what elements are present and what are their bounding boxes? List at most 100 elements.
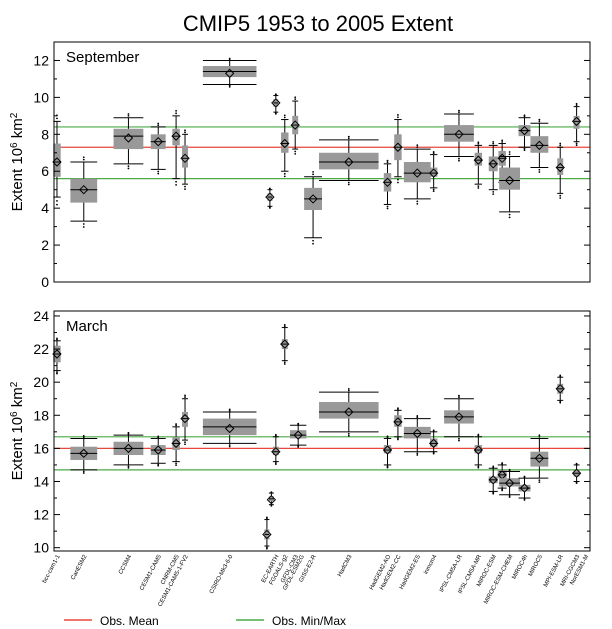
mean-marker [271,446,281,457]
outlier-dot [347,135,350,138]
mean-marker [280,138,290,149]
outlier-dot [175,424,177,427]
outlier-dot [82,158,85,161]
outlier-dot [268,187,271,190]
y-tick-label: 2 [41,237,49,253]
iqr-box [444,125,474,142]
box-9 [271,93,281,115]
outlier-dot [416,203,419,205]
y-tick-label: 8 [41,126,49,142]
outlier-dot [432,190,435,193]
outlier-dot [458,394,460,397]
mean-marker [280,339,290,349]
outlier-dot [347,388,350,390]
outlier-dot [266,516,268,519]
outlier-dot [347,389,350,392]
outlier-dot [347,434,350,437]
iqr-box [497,469,507,479]
mean-marker [382,445,393,455]
outlier-dot [312,242,314,245]
box-6 [180,129,190,191]
mean-marker [266,494,277,505]
x-tick-label: CCSM4 [118,554,133,576]
mean-marker [382,177,393,188]
y-tick-label: 24 [33,308,49,324]
outlier-dot [56,372,58,375]
outlier-dot [175,423,177,425]
outlier-dot [274,461,277,464]
outlier-dot [386,159,389,162]
outlier-dot [397,407,399,410]
outlier-dot [397,116,399,119]
outlier-dot [458,157,460,160]
outlier-dot [283,114,286,117]
outlier-dot [294,98,297,101]
outlier-dot [559,194,562,197]
outlier-dot [508,468,511,471]
outlier-dot [575,482,578,485]
mean-marker [123,133,134,143]
outlier-dot [294,96,297,99]
legend-label: Obs. Min/Max [272,614,346,628]
outlier-dot [56,117,58,120]
outlier-dot [397,437,399,440]
outlier-dot [268,207,271,209]
mean-marker [534,140,545,151]
outlier-dot [283,361,286,364]
x-tick-label: bcc-csm1-1 [42,554,62,585]
iqr-box [383,445,392,454]
box-14 [382,159,393,210]
outlier-dot [82,156,85,159]
mean-marker [488,159,498,169]
outlier-dot [157,435,160,438]
box-5 [171,109,181,186]
outlier-dot [458,159,460,162]
outlier-dot [538,168,541,171]
outlier-dot [492,140,495,143]
iqr-box [182,145,188,168]
panel-march: 10 12 14 16 18 20 22 24 March Extent 106 km2 [9,308,591,556]
outlier-dot [538,479,541,482]
outlier-dot [386,205,389,208]
outlier-dot [157,124,160,127]
x-tick-labels: bcc-csm1-1 CanESM2 CCSM4 CESM1-CAM5CNRM-CM5… [42,554,590,608]
outlier-dot [56,371,58,373]
outlier-dot [184,441,186,444]
outlier-dot [492,492,495,495]
y-tick-label: 20 [33,374,49,390]
outlier-dot [270,491,273,494]
iqr-box [403,162,431,183]
outlier-dot [297,446,300,448]
outlier-dot [458,437,460,440]
mean-marker [519,125,530,136]
outlier-dot [416,454,419,456]
mean-marker [454,412,464,422]
outlier-dot [397,438,399,441]
outlier-dot [127,165,130,168]
outlier-dot [538,120,541,123]
mean-marker [79,448,89,459]
outlier-dot [294,150,297,153]
x-tick-label: MIROC5 [528,554,545,578]
mean-marker [293,430,303,440]
y-axis-label: Extent 106 km2 [9,112,27,211]
outlier-dot [82,470,85,473]
box-16 [403,415,431,456]
outlier-dot [175,180,177,183]
outlier-dot [184,129,186,132]
outlier-dot [508,213,511,216]
mean-marker [488,475,498,485]
box-18 [444,109,474,162]
iqr-box [319,402,379,419]
mean-marker [271,98,281,108]
outlier-dot [56,337,58,340]
outlier-dot [82,223,85,225]
outlier-dot [283,324,286,326]
box-26 [571,462,582,485]
outlier-dot [127,467,130,469]
mean-marker [393,417,403,427]
y-tick-label: 18 [33,407,49,423]
y-tick-label: 22 [33,341,49,357]
iqr-box [474,152,483,166]
outlier-dot [559,197,562,199]
